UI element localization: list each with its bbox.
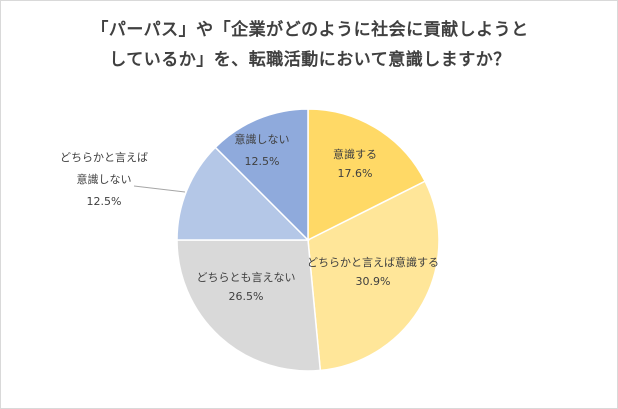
chart-title-line-1: 「パーパス」や「企業がどのように社会に貢献しようと [91,20,529,40]
slice-label-ishiki-shinai: 意識しない [235,132,290,146]
slice-ishiki-suru [307,108,427,242]
slice-ishiki-shinai [214,108,309,242]
slice-value-dochira-tomo: 26.5% [229,290,264,303]
slice-label-dochiraka-ishiki-suru: どちらかと言えば意識する [307,255,439,269]
slice-value-ishiki-suru: 17.6% [338,167,373,180]
slice-value-ishiki-shinai: 12.5% [245,155,280,168]
slice-label-dochiraka-ishiki-shinai-line2: 意識しない [77,172,132,186]
chart-title-line-2: しているか」を、転職活動において意識しますか？ [109,50,511,70]
slice-value-dochiraka-ishiki-shinai: 12.5% [87,195,122,208]
slice-dochira-tomo [176,239,322,372]
slice-dochiraka-ishiki-suru [307,180,440,372]
slice-value-dochiraka-ishiki-suru: 30.9% [356,275,391,288]
leader-line [133,185,186,193]
slice-dochiraka-ishiki-shinai [176,146,310,241]
slice-label-ishiki-suru: 意識する [333,147,377,161]
slice-label-dochiraka-ishiki-shinai-line1: どちらかと言えば [60,151,148,164]
slice-label-dochira-tomo: どちらとも言えない [197,271,296,284]
